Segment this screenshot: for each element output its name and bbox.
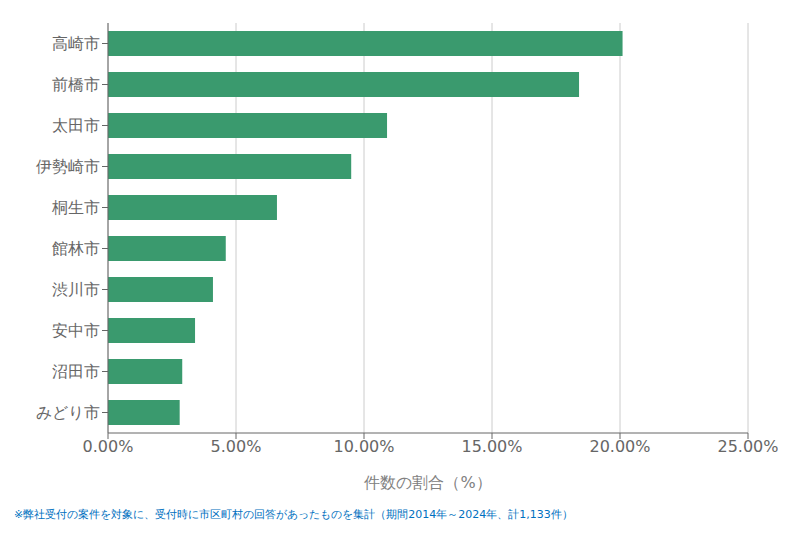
svg-text:みどり市: みどり市 — [36, 403, 100, 422]
svg-text:件数の割合（%）: 件数の割合（%） — [364, 473, 491, 492]
svg-text:伊勢崎市: 伊勢崎市 — [36, 157, 100, 176]
svg-text:渋川市: 渋川市 — [52, 280, 100, 299]
svg-text:前橋市: 前橋市 — [52, 75, 100, 94]
svg-text:0.00%: 0.00% — [83, 437, 134, 456]
html-text:※弊社受付の案件を対象に、受付時に市区町村の回答があったもの: ※弊社受付の案件を対象に、受付時に市区町村の回答があったものを集計（期間2014… — [14, 508, 573, 521]
svg-text:10.00%: 10.00% — [333, 437, 394, 456]
svg-text:20.00%: 20.00% — [589, 437, 650, 456]
svg-text:25.00%: 25.00% — [717, 437, 778, 456]
svg-text:太田市: 太田市 — [52, 116, 100, 135]
svg-text:15.00%: 15.00% — [461, 437, 522, 456]
svg-text:桐生市: 桐生市 — [51, 198, 100, 217]
svg-text:5.00%: 5.00% — [211, 437, 262, 456]
svg-text:館林市: 館林市 — [52, 239, 100, 258]
svg-text:高崎市: 高崎市 — [52, 34, 100, 53]
svg-text:沼田市: 沼田市 — [52, 362, 100, 381]
svg-text:安中市: 安中市 — [52, 321, 100, 340]
